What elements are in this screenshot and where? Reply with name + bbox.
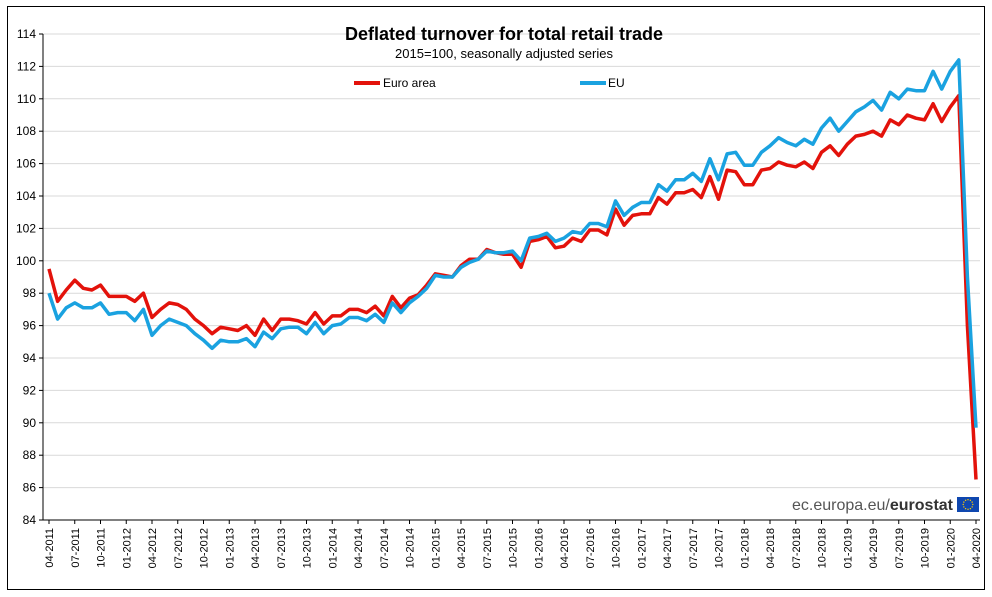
y-tick-labels: 84 86 88 90 92 94 96 98 100 102 104 106 108 110 112 114 — [16, 27, 43, 527]
chart-subtitle: 2015=100, seasonally adjusted series — [395, 46, 613, 61]
legend-label-euro-area: Euro area — [383, 76, 436, 90]
xtick-label-04-2011: 04-2011 — [44, 528, 56, 568]
xtick-label-10-2014: 10-2014 — [405, 528, 417, 568]
series-lines — [47, 58, 978, 480]
xtick-label-01-2016: 01-2016 — [533, 528, 545, 568]
ytick-label-114: 114 — [17, 27, 36, 41]
xtick-label-07-2014: 07-2014 — [379, 528, 391, 568]
eu-flag-stars — [962, 499, 974, 510]
eu-star — [971, 501, 973, 503]
eu-star — [969, 507, 972, 510]
xtick-label-10-2015: 10-2015 — [508, 528, 520, 568]
ytick-label-92: 92 — [23, 383, 37, 397]
xtick-label-07-2015: 07-2015 — [482, 528, 494, 568]
xtick-label-07-2011: 07-2011 — [70, 528, 82, 568]
eu-star — [964, 507, 967, 510]
ytick-label-96: 96 — [23, 319, 37, 333]
ytick-label-88: 88 — [23, 448, 37, 462]
ytick-label-100: 100 — [16, 254, 36, 268]
gridlines — [43, 33, 980, 489]
ytick-label-102: 102 — [16, 221, 36, 235]
eu-star — [971, 506, 973, 508]
xtick-label-04-2016: 04-2016 — [559, 528, 571, 568]
eu-star — [972, 503, 974, 506]
xtick-label-07-2018: 07-2018 — [791, 528, 803, 568]
ytick-label-86: 86 — [23, 481, 37, 495]
series-line-eu — [47, 58, 978, 428]
series-line-euro-area — [47, 93, 978, 480]
ytick-label-108: 108 — [16, 124, 36, 138]
xtick-label-07-2017: 07-2017 — [688, 528, 700, 568]
axes — [42, 34, 980, 521]
source-attribution: ec.europa.eu/eurostat — [792, 497, 979, 514]
ytick-label-90: 90 — [23, 416, 37, 430]
ytick-label-98: 98 — [23, 286, 37, 300]
xtick-label-01-2020: 01-2020 — [945, 528, 957, 568]
xtick-label-07-2013: 07-2013 — [276, 528, 288, 568]
legend-label-eu: EU — [608, 76, 625, 90]
xtick-label-01-2017: 01-2017 — [636, 528, 648, 568]
source-brand: eurostat — [890, 497, 954, 514]
xtick-label-10-2019: 10-2019 — [920, 528, 932, 568]
ytick-label-104: 104 — [16, 189, 36, 203]
xtick-label-01-2015: 01-2015 — [430, 528, 442, 568]
eu-star — [963, 506, 965, 508]
eu-star — [964, 499, 967, 502]
ytick-label-112: 112 — [17, 59, 36, 73]
xtick-label-04-2015: 04-2015 — [456, 528, 468, 568]
xtick-label-01-2019: 01-2019 — [842, 528, 854, 568]
eu-star — [967, 499, 969, 501]
xtick-label-10-2017: 10-2017 — [714, 528, 726, 568]
source-text: ec.europa.eu/eurostat — [792, 497, 954, 514]
eu-star — [962, 503, 964, 506]
xtick-label-07-2019: 07-2019 — [894, 528, 906, 568]
xtick-label-04-2012: 04-2012 — [147, 528, 159, 568]
source-prefix: ec.europa.eu/ — [792, 497, 890, 514]
chart-title: Deflated turnover for total retail trade — [345, 24, 663, 44]
xtick-label-10-2012: 10-2012 — [199, 528, 211, 568]
xtick-label-04-2014: 04-2014 — [353, 528, 365, 568]
eu-flag-icon — [957, 497, 979, 512]
xtick-label-04-2017: 04-2017 — [662, 528, 674, 568]
eu-star — [967, 508, 969, 510]
xtick-label-04-2020: 04-2020 — [971, 528, 983, 568]
xtick-label-10-2013: 10-2013 — [302, 528, 314, 568]
xtick-label-04-2019: 04-2019 — [868, 528, 880, 568]
chart-frame — [7, 6, 985, 590]
ytick-label-84: 84 — [23, 513, 37, 527]
ytick-label-110: 110 — [17, 92, 36, 106]
xtick-label-07-2012: 07-2012 — [173, 528, 185, 568]
xtick-label-04-2013: 04-2013 — [250, 528, 262, 568]
eu-star — [963, 501, 965, 503]
xtick-label-01-2014: 01-2014 — [327, 528, 339, 568]
xtick-label-10-2018: 10-2018 — [817, 528, 829, 568]
xtick-label-04-2018: 04-2018 — [765, 528, 777, 568]
eu-star — [969, 499, 972, 502]
xtick-label-01-2013: 01-2013 — [224, 528, 236, 568]
ytick-label-106: 106 — [16, 157, 36, 171]
ytick-label-94: 94 — [23, 351, 37, 365]
xtick-label-01-2018: 01-2018 — [739, 528, 751, 568]
xtick-label-10-2016: 10-2016 — [611, 528, 623, 568]
xtick-label-10-2011: 10-2011 — [96, 528, 108, 568]
xtick-label-07-2016: 07-2016 — [585, 528, 597, 568]
legend: Euro area EU — [354, 76, 625, 90]
xtick-label-01-2012: 01-2012 — [121, 528, 133, 568]
x-tick-labels: 04-2011 07-2011 10-2011 01-2012 04-2012 07-20… — [44, 520, 983, 568]
